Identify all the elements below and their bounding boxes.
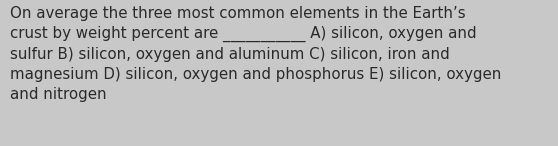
Text: On average the three most common elements in the Earth’s
crust by weight percent: On average the three most common element…: [10, 6, 502, 102]
